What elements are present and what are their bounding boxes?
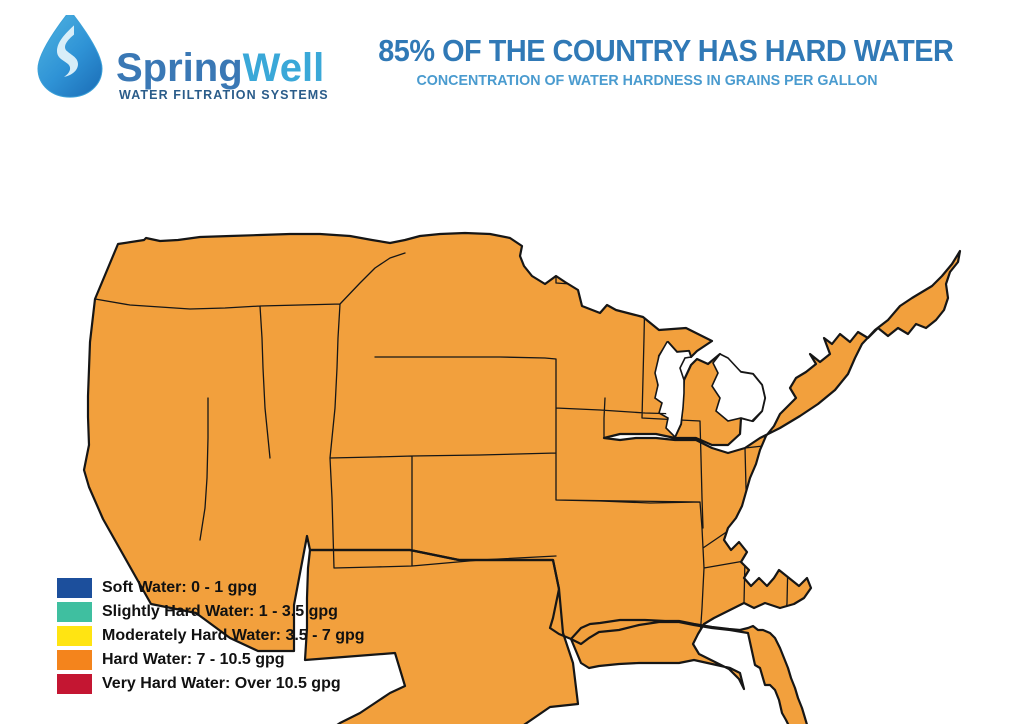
- svg-text:SpringWell: SpringWell: [116, 46, 324, 90]
- svg-text:WATER FILTRATION SYSTEMS: WATER FILTRATION SYSTEMS: [119, 88, 329, 102]
